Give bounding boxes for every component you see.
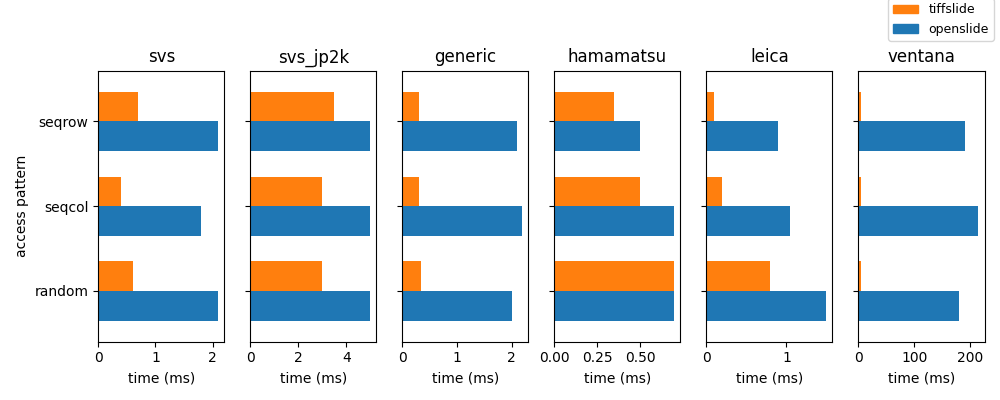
X-axis label: time (ms): time (ms) [584,371,651,385]
Bar [402,206,522,236]
Bar [250,122,370,151]
Bar [858,122,965,151]
Bar [250,291,370,320]
Title: ventana: ventana [888,48,955,66]
Bar [858,291,959,320]
Bar [402,261,421,291]
X-axis label: time (ms): time (ms) [736,371,803,385]
Bar [98,291,218,320]
Bar [98,261,133,291]
Bar [98,92,138,122]
X-axis label: time (ms): time (ms) [128,371,195,385]
Bar [250,92,334,122]
Bar [554,206,674,236]
Bar [706,291,826,320]
Bar [706,261,770,291]
Bar [402,122,517,151]
Bar [250,261,322,291]
Bar [706,206,790,236]
Bar [554,261,674,291]
Bar [98,206,201,236]
Bar [706,92,714,122]
Bar [858,176,861,206]
Y-axis label: access pattern: access pattern [15,155,29,257]
Bar [250,176,322,206]
Bar [554,92,614,122]
Bar [402,291,512,320]
Bar [98,176,121,206]
Bar [706,122,778,151]
Bar [250,206,370,236]
Title: svs_jp2k: svs_jp2k [278,48,349,66]
X-axis label: time (ms): time (ms) [432,371,499,385]
Bar [554,122,640,151]
Bar [98,122,218,151]
Bar [554,291,674,320]
Bar [402,92,419,122]
Bar [858,206,978,236]
X-axis label: time (ms): time (ms) [280,371,347,385]
Bar [554,176,640,206]
Bar [402,176,419,206]
Legend: tiffslide, openslide: tiffslide, openslide [888,0,994,40]
Title: generic: generic [434,48,496,66]
Title: leica: leica [750,48,789,66]
Title: hamamatsu: hamamatsu [568,48,667,66]
Bar [858,261,861,291]
Bar [706,176,722,206]
X-axis label: time (ms): time (ms) [888,371,955,385]
Bar [858,92,861,122]
Title: svs: svs [148,48,175,66]
